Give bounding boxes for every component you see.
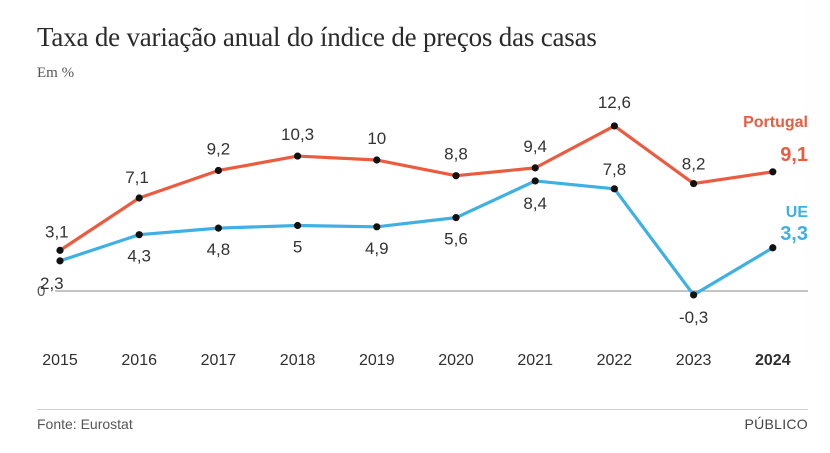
data-point xyxy=(690,179,698,188)
data-point xyxy=(373,156,381,164)
series-line-portugal xyxy=(58,124,775,252)
series-line-ue xyxy=(58,179,775,297)
data-label: 8,8 xyxy=(444,145,468,164)
data-point xyxy=(135,194,143,202)
data-point xyxy=(690,291,698,299)
data-label: 5 xyxy=(293,238,302,257)
data-label: 3,3 xyxy=(780,223,808,245)
data-point xyxy=(135,231,143,239)
footer-divider xyxy=(37,409,808,410)
publisher-logo: PÚBLICO xyxy=(744,416,808,432)
source-note: Fonte: Eurostat xyxy=(37,416,133,432)
x-tick-label: 2024 xyxy=(755,352,791,369)
data-label: 4,8 xyxy=(207,240,231,259)
data-label: 9,1 xyxy=(780,144,808,166)
data-label: 10,3 xyxy=(281,125,314,144)
x-tick-label: 2020 xyxy=(438,352,474,369)
data-point xyxy=(56,246,64,254)
x-tick-label: 2023 xyxy=(676,352,712,369)
data-point xyxy=(531,164,539,172)
data-label: 4,3 xyxy=(127,247,151,266)
data-label: 8,4 xyxy=(523,194,547,213)
data-label: 12,6 xyxy=(598,93,631,112)
data-label: 10 xyxy=(367,129,386,148)
legend-label-portugal: Portugal xyxy=(743,114,808,131)
data-label: 4,9 xyxy=(365,239,389,258)
data-label: 7,8 xyxy=(603,160,627,179)
data-point xyxy=(610,185,619,193)
data-point xyxy=(769,168,777,176)
data-point xyxy=(531,177,539,185)
zero-tick-label: 0 xyxy=(37,283,45,300)
data-label: 3,1 xyxy=(45,222,69,241)
x-tick-label: 2016 xyxy=(121,352,157,369)
data-label: 9,4 xyxy=(523,137,547,156)
data-point xyxy=(294,152,302,160)
x-tick-label: 2022 xyxy=(597,352,633,369)
unit-label: Em % xyxy=(37,65,75,81)
data-label: 9,2 xyxy=(207,139,231,158)
data-point xyxy=(373,223,381,231)
data-point xyxy=(452,214,460,222)
chart-title: Taxa de variação anual do índice de preç… xyxy=(37,22,597,52)
legend-label-ue: UE xyxy=(786,204,809,221)
data-point xyxy=(214,166,222,175)
data-label: 2,3 xyxy=(40,274,64,293)
data-point xyxy=(294,221,302,230)
x-tick-label: 2019 xyxy=(359,352,395,369)
data-point xyxy=(610,122,619,130)
x-tick-label: 2017 xyxy=(201,352,237,369)
x-tick-label: 2021 xyxy=(517,352,553,369)
data-point xyxy=(769,244,777,252)
data-label: -0,3 xyxy=(679,308,708,327)
x-tick-label: 2018 xyxy=(280,352,316,369)
data-label: 8,2 xyxy=(682,155,706,174)
data-point xyxy=(452,172,460,180)
data-label: 7,1 xyxy=(125,168,149,187)
data-label: 5,6 xyxy=(444,230,468,249)
data-point xyxy=(56,257,64,265)
data-point xyxy=(214,224,222,232)
x-tick-label: 2015 xyxy=(42,352,78,369)
